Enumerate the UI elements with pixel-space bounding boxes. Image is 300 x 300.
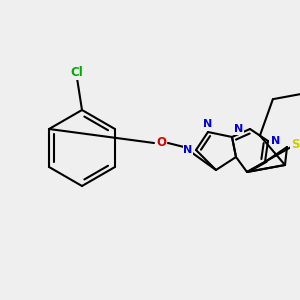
Text: O: O <box>156 136 166 149</box>
Text: N: N <box>183 145 193 155</box>
Text: Cl: Cl <box>70 67 83 80</box>
Text: N: N <box>234 124 244 134</box>
Text: N: N <box>272 136 280 146</box>
Text: N: N <box>203 119 213 129</box>
Text: S: S <box>291 139 299 152</box>
